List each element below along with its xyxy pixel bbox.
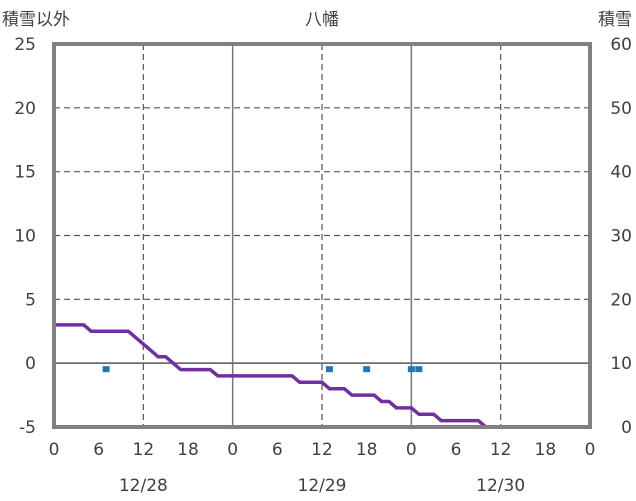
left-tick-label: 20 [14, 99, 36, 119]
right-tick-label: 40 [610, 163, 632, 183]
date-label: 12/30 [476, 476, 525, 496]
x-tick-label: 0 [406, 440, 417, 460]
left-tick-label: 15 [14, 163, 36, 183]
precipitation-bar [325, 366, 333, 373]
temperature-series [52, 323, 585, 429]
precipitation-bar [415, 366, 423, 373]
left-tick-label: 0 [25, 354, 36, 374]
x-tick-label: 18 [356, 440, 378, 460]
precipitation-bar [407, 366, 415, 373]
right-tick-label: 20 [610, 290, 632, 310]
x-axis-hour-ticks: 0 6 12 18 0 6 12 18 0 6 12 18 0 [49, 440, 596, 460]
precipitation-bar [102, 366, 110, 373]
x-tick-label: 18 [177, 440, 199, 460]
left-tick-label: 25 [14, 35, 36, 55]
x-tick-label: 12 [311, 440, 333, 460]
precipitation-bar [363, 366, 371, 373]
x-tick-label: 18 [535, 440, 557, 460]
right-tick-label: 30 [610, 227, 632, 247]
right-axis-ticks: 60 50 40 30 20 10 0 [610, 35, 632, 438]
right-tick-label: 0 [621, 418, 632, 438]
chart-title: 八幡 [305, 10, 339, 30]
temperature-line [52, 323, 585, 429]
right-tick-label: 50 [610, 99, 632, 119]
left-axis-label: 積雪以外 [2, 10, 70, 30]
precipitation-series [102, 366, 423, 373]
date-label: 12/29 [298, 476, 347, 496]
x-tick-label: 12 [490, 440, 512, 460]
x-tick-label: 6 [451, 440, 462, 460]
x-tick-label: 6 [93, 440, 104, 460]
x-tick-label: 0 [227, 440, 238, 460]
x-tick-label: 0 [49, 440, 60, 460]
x-tick-label: 12 [133, 440, 155, 460]
x-tick-label: 0 [585, 440, 596, 460]
x-tick-label: 6 [272, 440, 283, 460]
plot-frame [52, 42, 592, 429]
date-label: 12/28 [119, 476, 168, 496]
right-axis-label: 積雪 [598, 10, 632, 30]
left-tick-label: 5 [25, 290, 36, 310]
left-tick-label: 10 [14, 227, 36, 247]
right-tick-label: 10 [610, 354, 632, 374]
right-tick-label: 60 [610, 35, 632, 55]
left-tick-label: -5 [19, 418, 36, 438]
grid [54, 44, 590, 427]
x-axis-date-labels: 12/28 12/29 12/30 [119, 476, 525, 496]
left-axis-ticks: 25 20 15 10 5 0 -5 [14, 35, 36, 438]
